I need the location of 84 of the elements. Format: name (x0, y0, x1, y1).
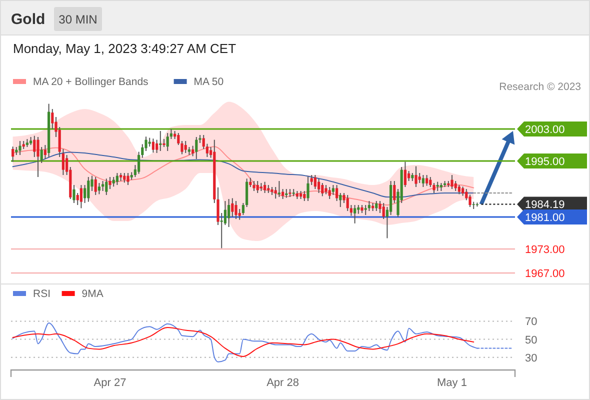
candlestick (422, 174, 424, 188)
candlestick (465, 188, 468, 201)
candlestick (256, 180, 259, 194)
candlestick (450, 174, 454, 190)
candlestick (195, 136, 198, 160)
candlestick (40, 146, 43, 164)
candlestick (332, 184, 334, 196)
x-tick-label: Apr 28 (266, 377, 300, 389)
candlestick (242, 202, 244, 216)
candlestick (252, 180, 256, 192)
candlestick (404, 161, 406, 188)
y-tick-label: 70 (525, 316, 538, 328)
candlestick (234, 200, 238, 220)
candlestick (98, 182, 100, 195)
candlestick (328, 186, 331, 200)
candlestick (458, 184, 460, 195)
candlestick (375, 200, 378, 212)
y-tick-label: 30 (525, 352, 538, 364)
candlestick (102, 180, 104, 192)
candlestick (84, 184, 86, 204)
ref-line-label: 1981.00 (525, 212, 565, 224)
candlestick (264, 181, 266, 194)
legend-label: 9MA (82, 288, 104, 300)
candlestick (246, 178, 248, 208)
annotation: Research © 2023 (499, 81, 582, 93)
candlestick (138, 151, 140, 174)
candlestick (462, 186, 464, 196)
candlestick (116, 172, 118, 186)
x-tick-label: Apr 27 (94, 377, 126, 389)
candlestick (224, 200, 226, 226)
candlestick (408, 170, 410, 182)
candlestick (12, 146, 14, 162)
text: 30 MIN (58, 12, 98, 26)
x-tick-label: May 1 (437, 377, 467, 389)
candlestick (318, 178, 320, 194)
legend-label: RSI (33, 288, 51, 300)
candlestick (112, 176, 115, 188)
candlestick (152, 138, 154, 154)
ref-line-label: 2003.00 (525, 124, 565, 136)
candlestick (414, 166, 418, 188)
chart-title: Gold (11, 11, 46, 28)
candlestick (310, 174, 313, 186)
candlestick (454, 180, 457, 192)
candlestick (354, 204, 356, 224)
candlestick (166, 132, 169, 152)
candlestick (393, 180, 396, 204)
y-tick-label: 50 (525, 334, 538, 346)
line-series (12, 327, 474, 357)
ref-line-label: 1995.00 (525, 156, 565, 168)
candlestick (228, 198, 230, 228)
candlestick (51, 108, 54, 130)
candlestick (44, 144, 46, 160)
ref-line-label: 1973.00 (525, 244, 565, 256)
candlestick (282, 188, 284, 200)
candlestick (429, 176, 432, 188)
text: Monday, May 1, 2023 3:49:27 AM CET (13, 41, 236, 56)
candlestick (18, 140, 22, 156)
candlestick (33, 135, 36, 158)
legend-label: MA 20 + Bollinger Bands (33, 76, 148, 88)
candlestick (87, 176, 90, 202)
candlestick (126, 172, 130, 186)
candlestick (220, 212, 223, 249)
candlestick (249, 177, 252, 188)
legend-label: MA 50 (194, 76, 224, 88)
ref-line-label: 1967.00 (525, 268, 565, 280)
candlestick (321, 182, 324, 197)
ref-line-label: 1984.19 (525, 199, 565, 212)
candlestick (123, 172, 126, 184)
candlestick (105, 178, 108, 196)
candlestick (192, 145, 194, 157)
candlestick (418, 172, 421, 184)
candlestick (426, 174, 428, 186)
candlestick (36, 136, 40, 178)
candlestick (156, 139, 158, 154)
candlestick (368, 200, 370, 212)
candlestick (184, 140, 187, 154)
candlestick (303, 190, 306, 202)
candlestick (94, 176, 97, 196)
candlestick (364, 204, 367, 216)
candlestick (314, 174, 316, 190)
candlestick (80, 184, 82, 209)
candlestick (336, 184, 338, 202)
candlestick (306, 176, 310, 202)
candlestick (324, 184, 328, 195)
